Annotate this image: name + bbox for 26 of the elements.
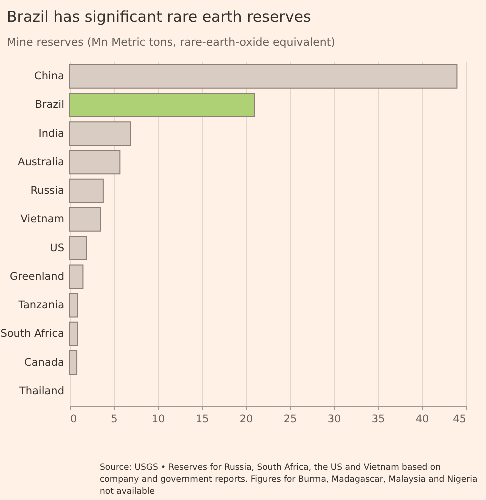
x-tick-label: 45 <box>453 414 466 426</box>
y-tick-label: Thailand <box>18 385 64 398</box>
x-tick-label: 40 <box>416 414 430 426</box>
y-tick-label: Brazil <box>35 99 64 112</box>
chart-title: Brazil has significant rare earth reserves <box>7 8 312 26</box>
bar <box>70 92 256 118</box>
source-note: Source: USGS • Reserves for Russia, South Africa, the US and Vietnam based on company and government reports. Figures for Burma, Madagascar, Malaysia and Nigeria not available <box>100 462 479 498</box>
x-tick-label: 25 <box>284 414 298 426</box>
x-tick-label: 15 <box>196 414 210 426</box>
y-tick-label: China <box>34 70 64 83</box>
y-tick-label: US <box>50 242 65 254</box>
x-tick-label: 30 <box>328 414 342 426</box>
chart-subtitle: Mine reserves (Mn Metric tons, rare-earth-oxide equivalent) <box>7 36 336 49</box>
x-tick-label: 35 <box>372 414 386 426</box>
x-tick-label: 20 <box>240 414 254 426</box>
y-tick-label: Vietnam <box>20 214 64 226</box>
x-tick-label: 5 <box>111 414 118 426</box>
y-tick-label: Russia <box>30 185 64 198</box>
x-tick-label: 0 <box>70 414 78 426</box>
x-tick-label: 10 <box>152 414 166 426</box>
y-tick-label: India <box>38 128 64 140</box>
y-tick-label: Canada <box>24 356 64 369</box>
y-tick-label: Australia <box>18 156 64 168</box>
y-tick-label: Greenland <box>10 270 64 283</box>
y-tick-label: Tanzania <box>18 300 64 312</box>
y-tick-label: South Africa <box>0 328 64 340</box>
